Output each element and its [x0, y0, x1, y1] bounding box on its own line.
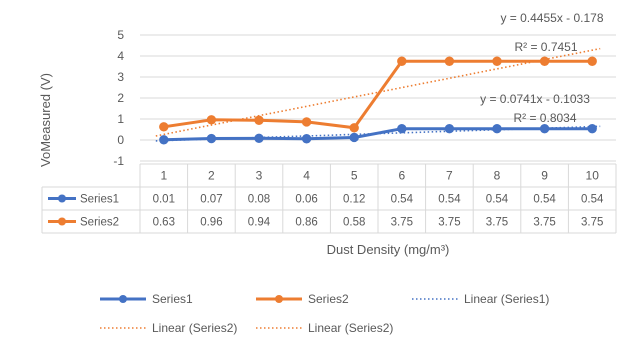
legend-entry-label: Linear (Series1) [464, 292, 549, 306]
y-tick-label: 0 [117, 133, 124, 147]
series-lines [159, 56, 597, 145]
x-category-label: 5 [351, 169, 358, 183]
table-cell: 0.94 [248, 217, 271, 229]
series1-point [587, 123, 597, 134]
legend-key-marker [119, 295, 127, 303]
legend-entry-label: Linear (Series2) [152, 321, 237, 335]
x-category-label: 6 [398, 169, 405, 183]
series1-point [492, 123, 502, 134]
y-axis-title: VoMeasured (V) [38, 73, 53, 167]
series1-point [206, 133, 217, 144]
table-cell: 0.07 [200, 194, 222, 206]
series2-point [444, 56, 455, 66]
table-cell: 0.54 [438, 194, 461, 206]
legend-entry-label: Linear (Series2) [308, 321, 393, 335]
table-legend-key-marker [58, 194, 66, 203]
table-cell: 0.01 [153, 194, 175, 206]
y-tick-label: 3 [117, 70, 124, 84]
trendline-equation: R² = 0.8034 [513, 111, 576, 125]
table-cell: 0.12 [343, 194, 365, 206]
x-category-label: 3 [256, 169, 263, 183]
trendlines [155, 47, 601, 142]
table-series-name: Series2 [80, 217, 119, 229]
table-cell: 0.54 [486, 194, 509, 206]
table-cell: 3.75 [533, 217, 555, 229]
trendline-annotations: y = 0.4455x - 0.178 R² = 0.7451 y = 0.0741… [480, 11, 604, 125]
table-cell: 0.54 [391, 194, 414, 206]
y-axis-ticks: -1 0 1 2 3 4 5 [113, 28, 124, 168]
x-category-label: 2 [208, 169, 215, 183]
trendline-equation: y = 0.4455x - 0.178 [500, 11, 603, 25]
series1-point [397, 123, 407, 134]
legend-entry-label: Series1 [152, 292, 193, 306]
y-tick-label: 4 [117, 49, 124, 63]
y-tick-label: 2 [117, 91, 124, 105]
series1-point [539, 123, 550, 134]
series2-point [301, 117, 312, 127]
series2-point [587, 56, 597, 66]
series2-point [349, 123, 359, 133]
trendline-equation: y = 0.0741x - 0.1033 [480, 92, 590, 106]
x-category-label: 7 [446, 169, 453, 183]
series2-point [254, 115, 264, 125]
series2-point [539, 56, 550, 66]
table-cell: 3.75 [581, 217, 603, 229]
table-cell: 0.54 [581, 194, 604, 206]
trendline-equation: R² = 0.7451 [514, 40, 577, 54]
y-tick-label: -1 [113, 154, 124, 168]
table-cell: 0.54 [533, 194, 556, 206]
table-cell: 0.63 [153, 217, 175, 229]
series1-point [349, 132, 359, 143]
series1-point [301, 134, 312, 144]
x-category-label: 8 [494, 169, 501, 183]
y-tick-label: 5 [117, 28, 124, 42]
table-series-name: Series1 [80, 194, 119, 206]
table-cell: 0.06 [295, 194, 317, 206]
series1-line [163, 127, 593, 142]
table-legend-key-marker [58, 217, 66, 226]
x-category-label: 4 [303, 169, 310, 183]
y-tick-label: 1 [117, 112, 124, 126]
x-category-label: 10 [586, 169, 600, 183]
series1-point [444, 123, 455, 134]
legend-entry-label: Series2 [308, 292, 349, 306]
trendline-series2 [155, 47, 601, 137]
table-cell: 3.75 [438, 217, 460, 229]
series1-point [159, 135, 169, 145]
data-table: 1 2 3 4 5 6 7 8 9 10 Series1 0.01 0.07 0.08 0.06 0.12 0.… [41, 163, 617, 234]
series2-point [206, 115, 217, 125]
table-cell: 3.75 [486, 217, 508, 229]
table-cell: 0.96 [200, 217, 222, 229]
table-cell: 0.86 [295, 217, 317, 229]
legend: Series1 Series2 Linear (Series1) Linear (Se… [100, 292, 549, 335]
table-cell: 3.75 [391, 217, 413, 229]
x-category-label: 1 [160, 169, 167, 183]
x-category-label: 9 [541, 169, 548, 183]
table-cell: 0.58 [343, 217, 365, 229]
series1-point [254, 133, 264, 144]
series2-line [163, 59, 593, 130]
series2-point [397, 56, 407, 66]
series2-point [159, 122, 169, 132]
table-cell: 0.08 [248, 194, 270, 206]
series2-point [492, 56, 502, 66]
x-axis-title: Dust Density (mg/m³) [327, 242, 450, 257]
legend-key-marker [275, 295, 283, 303]
